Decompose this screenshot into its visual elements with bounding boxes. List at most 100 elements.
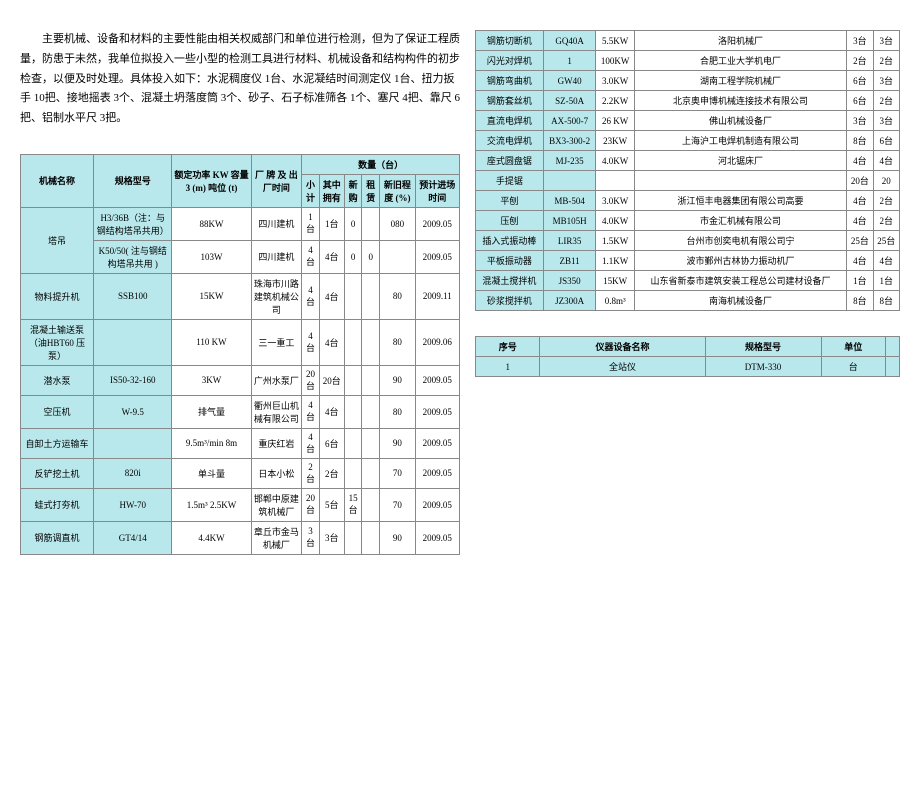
cell-spec: 110 KW — [172, 319, 251, 365]
cell-model: SZ-50A — [543, 91, 596, 111]
cell-maker: 四川建机 — [251, 207, 302, 240]
cell-own: 8台 — [873, 291, 899, 311]
col-model: 规格型号 — [94, 154, 172, 207]
cell-sub: 3台 — [847, 31, 873, 51]
cell-spec: 3KW — [172, 365, 251, 395]
cell-model: GT4/14 — [94, 521, 172, 554]
cell-own: 4台 — [319, 273, 344, 319]
cell-model: ZB11 — [543, 251, 596, 271]
cell-maker: 四川建机 — [251, 240, 302, 273]
cell-own: 2台 — [319, 458, 344, 488]
cell-rent — [362, 273, 380, 319]
cell-model: GQ40A — [543, 31, 596, 51]
cell-maker: 河北锯床厂 — [634, 151, 846, 171]
cell-own: 3台 — [319, 521, 344, 554]
cell-buy: 0 — [344, 207, 362, 240]
equipment-table-1: 机械名称 规格型号 额定功率 KW 容量 3 (m) 吨位 (t) 厂 牌 及 … — [20, 154, 460, 555]
cell-name: 钢筋切断机 — [476, 31, 544, 51]
cell-maker: 波市鄞州古林协力振动机厂 — [634, 251, 846, 271]
cell-name: 砂浆搅拌机 — [476, 291, 544, 311]
cell-blank — [885, 357, 899, 377]
cell-maker: 市金汇机械有限公司 — [634, 211, 846, 231]
cell-buy — [344, 395, 362, 428]
cell-maker: 洛阳机械厂 — [634, 31, 846, 51]
col-instmodel: 规格型号 — [705, 337, 821, 357]
cell-spec: 103W — [172, 240, 251, 273]
cell-rent — [362, 488, 380, 521]
cell-sub: 25台 — [847, 231, 873, 251]
cell-own: 6台 — [873, 131, 899, 151]
cell-model: MB105H — [543, 211, 596, 231]
cell-model: JZ300A — [543, 291, 596, 311]
cell-time: 2009.05 — [415, 240, 459, 273]
cell-time: 2009.05 — [415, 521, 459, 554]
cell-model: H3/36B（注：与钢结构塔吊共用） — [94, 207, 172, 240]
table-row: 塔吊H3/36B（注：与钢结构塔吊共用）88KW四川建机1台1台00802009… — [21, 207, 460, 240]
cell-model: SSB100 — [94, 273, 172, 319]
table-row: 混凝土搅拌机JS35015KW山东省新泰市建筑安装工程总公司建材设备厂1台1台 — [476, 271, 900, 291]
cell-buy — [344, 365, 362, 395]
cell-own: 4台 — [319, 240, 344, 273]
cell-own: 20台 — [319, 365, 344, 395]
cell-spec: 1.5KW — [596, 231, 634, 251]
cell-sub: 4台 — [302, 240, 320, 273]
cell-own: 5台 — [319, 488, 344, 521]
cell-spec: 5.5KW — [596, 31, 634, 51]
table-row: 钢筋切断机GQ40A5.5KW洛阳机械厂3台3台 — [476, 31, 900, 51]
cell-buy — [344, 273, 362, 319]
cell-model: 820i — [94, 458, 172, 488]
cell-maker: 日本小松 — [251, 458, 302, 488]
cell-name: 塔吊 — [21, 207, 94, 273]
cell-deg: 90 — [380, 365, 416, 395]
cell-buy — [344, 458, 362, 488]
cell-rent — [362, 207, 380, 240]
table-row: 空压机W-9.5排气量衢州巨山机械有限公司4台4台802009.05 — [21, 395, 460, 428]
cell-deg: 80 — [380, 273, 416, 319]
cell-name: 手提锯 — [476, 171, 544, 191]
cell-name: 交流电焊机 — [476, 131, 544, 151]
cell-maker: 三一重工 — [251, 319, 302, 365]
cell-spec: 3.0KW — [596, 191, 634, 211]
table-row: 座式圆盘锯MJ-2354.0KW河北锯床厂4台4台 — [476, 151, 900, 171]
cell-deg: 90 — [380, 521, 416, 554]
cell-deg: 080 — [380, 207, 416, 240]
col-deg: 新旧程度 (%) — [380, 174, 416, 207]
table-row: 平刨MB-5043.0KW浙江恒丰电器集团有限公司高要4台2台 — [476, 191, 900, 211]
cell-model: W-9.5 — [94, 395, 172, 428]
cell-rent — [362, 395, 380, 428]
cell-sub: 20台 — [847, 171, 873, 191]
cell-own: 3台 — [873, 111, 899, 131]
cell-own: 1台 — [319, 207, 344, 240]
cell-own: 4台 — [873, 251, 899, 271]
cell-rent — [362, 521, 380, 554]
table-row: 插入式振动棒LIR351.5KW台州市创奕电机有限公司宁25台25台 — [476, 231, 900, 251]
cell-seq: 1 — [476, 357, 540, 377]
cell-spec: 26 KW — [596, 111, 634, 131]
cell-spec: 9.5m³/min 8m — [172, 428, 251, 458]
cell-name: 蛙式打夯机 — [21, 488, 94, 521]
cell-spec: 排气量 — [172, 395, 251, 428]
cell-model: GW40 — [543, 71, 596, 91]
cell-name: 混凝土搅拌机 — [476, 271, 544, 291]
cell-maker: 佛山机械设备厂 — [634, 111, 846, 131]
table-row: 手提锯20台20 — [476, 171, 900, 191]
cell-spec: 0.8m³ — [596, 291, 634, 311]
cell-name: 自卸土方运输车 — [21, 428, 94, 458]
cell-maker: 邯郸中原建筑机械厂 — [251, 488, 302, 521]
cell-deg: 80 — [380, 395, 416, 428]
cell-model: LIR35 — [543, 231, 596, 251]
col-buy: 新购 — [344, 174, 362, 207]
cell-spec: 3.0KW — [596, 71, 634, 91]
cell-model: BX3-300-2 — [543, 131, 596, 151]
col-spec: 额定功率 KW 容量 3 (m) 吨位 (t) — [172, 154, 251, 207]
cell-spec: 单斗量 — [172, 458, 251, 488]
cell-spec: 23KW — [596, 131, 634, 151]
cell-spec: 15KW — [596, 271, 634, 291]
cell-model: K50/50( 注与钢结构塔吊共用 ) — [94, 240, 172, 273]
cell-maker: 重庆红岩 — [251, 428, 302, 458]
cell-sub: 4台 — [847, 191, 873, 211]
cell-model — [94, 428, 172, 458]
col-qty: 数量（台） — [302, 154, 460, 174]
cell-own: 2台 — [873, 211, 899, 231]
cell-rent — [362, 319, 380, 365]
